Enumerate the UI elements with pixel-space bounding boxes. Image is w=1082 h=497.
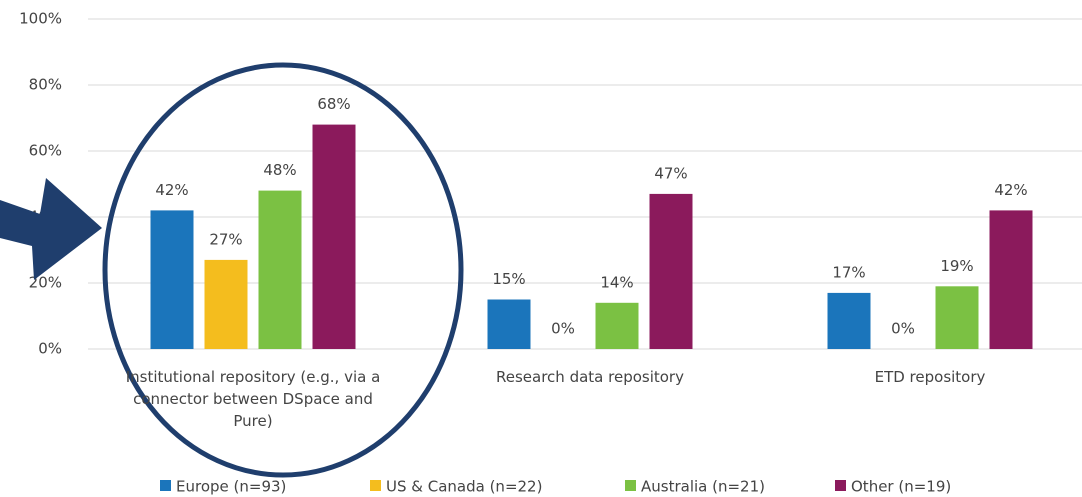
data-label: 47% — [654, 164, 687, 182]
y-tick-label: 0% — [38, 340, 62, 358]
legend-swatch — [370, 480, 381, 491]
x-tick-label: Research data repository — [496, 368, 684, 386]
legend-swatch — [835, 480, 846, 491]
bar — [204, 259, 248, 349]
legend-label: US & Canada (n=22) — [386, 478, 542, 496]
x-tick-label: Institutional repository (e.g., via a co… — [125, 368, 381, 430]
bar — [258, 190, 302, 349]
y-tick-label: 100% — [19, 10, 62, 28]
bar — [989, 210, 1033, 349]
bar — [487, 299, 531, 349]
data-label: 48% — [263, 161, 296, 179]
x-tick-label: ETD repository — [874, 368, 986, 386]
data-label: 0% — [551, 320, 575, 338]
data-label: 27% — [209, 230, 242, 248]
data-label: 42% — [994, 181, 1027, 199]
data-label: 42% — [155, 181, 188, 199]
data-label: 19% — [940, 257, 973, 275]
bar — [150, 210, 194, 349]
legend-label: Australia (n=21) — [641, 478, 765, 496]
y-tick-label: 60% — [29, 142, 62, 160]
bar — [827, 292, 871, 349]
data-label: 68% — [317, 95, 350, 113]
data-label: 0% — [891, 320, 915, 338]
legend-label: Europe (n=93) — [176, 478, 286, 496]
bar — [649, 193, 693, 349]
y-tick-label: 80% — [29, 76, 62, 94]
highlight-circle — [102, 62, 464, 478]
data-label: 15% — [492, 270, 525, 288]
data-label: 14% — [600, 273, 633, 291]
legend-swatch — [625, 480, 636, 491]
legend-swatch — [160, 480, 171, 491]
bar — [595, 302, 639, 349]
arrow — [0, 178, 102, 280]
bar — [935, 286, 979, 349]
data-label: 17% — [832, 263, 865, 281]
legend-label: Other (n=19) — [851, 478, 951, 496]
y-tick-label: 20% — [29, 274, 62, 292]
bar — [312, 124, 356, 349]
